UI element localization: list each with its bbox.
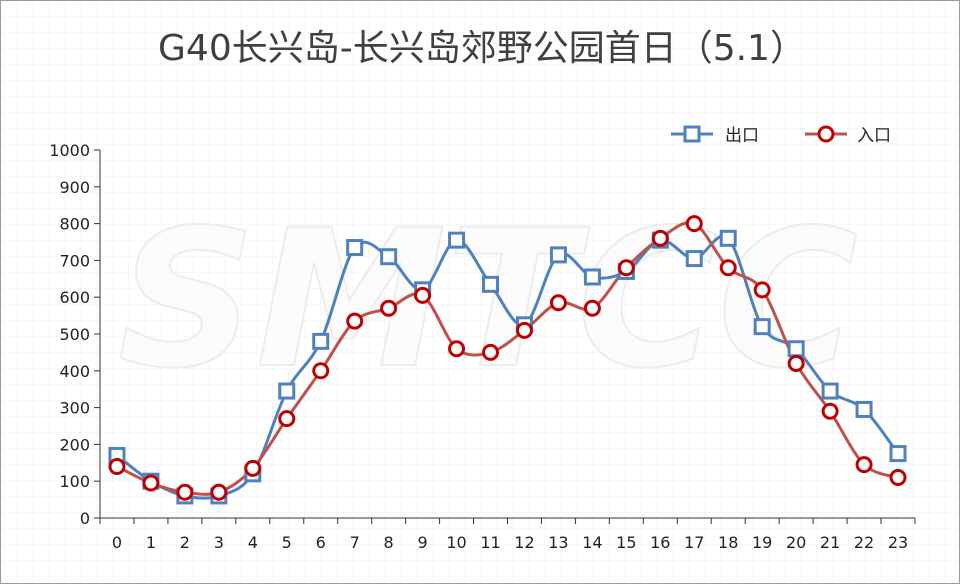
data-point-circle xyxy=(855,456,873,474)
x-tick-label: 21 xyxy=(820,533,840,552)
x-tick-label: 10 xyxy=(446,533,466,552)
data-point-square xyxy=(380,248,398,266)
data-point-circle xyxy=(651,229,669,247)
data-point-circle xyxy=(549,294,567,312)
data-point-circle xyxy=(176,483,194,501)
data-point-square xyxy=(719,229,737,247)
x-tick-label: 11 xyxy=(480,533,500,552)
x-tick-label: 13 xyxy=(548,533,568,552)
x-tick-label: 16 xyxy=(650,533,670,552)
x-tick-label: 17 xyxy=(684,533,704,552)
data-point-circle xyxy=(108,457,126,475)
x-tick-label: 9 xyxy=(418,533,428,552)
data-point-circle xyxy=(753,281,771,299)
data-point-circle xyxy=(448,340,466,358)
x-tick-label: 0 xyxy=(112,533,122,552)
data-point-circle xyxy=(787,354,805,372)
data-point-circle xyxy=(312,362,330,380)
x-tick-label: 20 xyxy=(786,533,806,552)
x-tick-label: 7 xyxy=(350,533,360,552)
data-point-square xyxy=(685,250,703,268)
x-tick-label: 19 xyxy=(752,533,772,552)
x-tick-label: 12 xyxy=(514,533,534,552)
legend-item-exit: 出口 xyxy=(671,125,759,146)
x-tick-label: 22 xyxy=(854,533,874,552)
data-point-circle xyxy=(719,259,737,277)
data-point-circle xyxy=(515,321,533,339)
x-tick-label: 1 xyxy=(146,533,156,552)
x-tick-label: 5 xyxy=(282,533,292,552)
x-tick-label: 6 xyxy=(316,533,326,552)
x-tick-label: 15 xyxy=(616,533,636,552)
x-tick-label: 18 xyxy=(718,533,738,552)
x-tick-label: 14 xyxy=(582,533,602,552)
data-point-square xyxy=(312,332,330,350)
legend-circle-marker xyxy=(817,125,835,143)
data-point-square xyxy=(821,382,839,400)
y-tick-label: 300 xyxy=(59,399,90,418)
legend-item-entry: 入口 xyxy=(805,125,891,146)
data-point-square xyxy=(549,246,567,264)
legend-label-entry: 入口 xyxy=(857,126,891,146)
y-tick-label: 0 xyxy=(80,509,90,528)
data-point-circle xyxy=(278,410,296,428)
data-point-circle xyxy=(210,483,228,501)
y-tick-label: 400 xyxy=(59,362,90,381)
data-point-circle xyxy=(346,312,364,330)
data-point-square xyxy=(278,382,296,400)
data-point-square xyxy=(482,275,500,293)
data-point-circle xyxy=(617,259,635,277)
legend-square-marker xyxy=(683,125,701,143)
y-tick-label: 1000 xyxy=(49,141,90,160)
data-point-square xyxy=(787,340,805,358)
data-point-square xyxy=(855,400,873,418)
x-tick-label: 4 xyxy=(248,533,258,552)
data-point-circle xyxy=(244,459,262,477)
y-tick-label: 200 xyxy=(59,435,90,454)
x-tick-label: 2 xyxy=(180,533,190,552)
y-tick-label: 700 xyxy=(59,251,90,270)
watermark: SMTCC xyxy=(118,189,858,410)
data-point-square xyxy=(583,268,601,286)
data-point-circle xyxy=(142,474,160,492)
data-point-circle xyxy=(482,343,500,361)
data-point-circle xyxy=(889,469,907,487)
data-point-circle xyxy=(380,299,398,317)
chart-title: G40长兴岛-长兴岛郊野公园首日（5.1） xyxy=(158,28,806,69)
data-point-square xyxy=(448,231,466,249)
data-point-circle xyxy=(583,299,601,317)
series-markers-entry xyxy=(108,215,907,501)
x-tick-label: 3 xyxy=(214,533,224,552)
data-point-square xyxy=(753,318,771,336)
y-tick-label: 900 xyxy=(59,178,90,197)
y-tick-label: 800 xyxy=(59,215,90,234)
data-point-circle xyxy=(685,215,703,233)
data-point-square xyxy=(889,445,907,463)
y-tick-label: 500 xyxy=(59,325,90,344)
x-tick-label: 8 xyxy=(384,533,394,552)
data-point-circle xyxy=(414,286,432,304)
x-tick-label: 23 xyxy=(888,533,908,552)
data-point-circle xyxy=(821,402,839,420)
data-point-square xyxy=(346,239,364,257)
legend: 出口 入口 xyxy=(671,125,891,146)
legend-label-exit: 出口 xyxy=(725,126,759,146)
y-tick-label: 100 xyxy=(59,472,90,491)
y-tick-label: 600 xyxy=(59,288,90,307)
